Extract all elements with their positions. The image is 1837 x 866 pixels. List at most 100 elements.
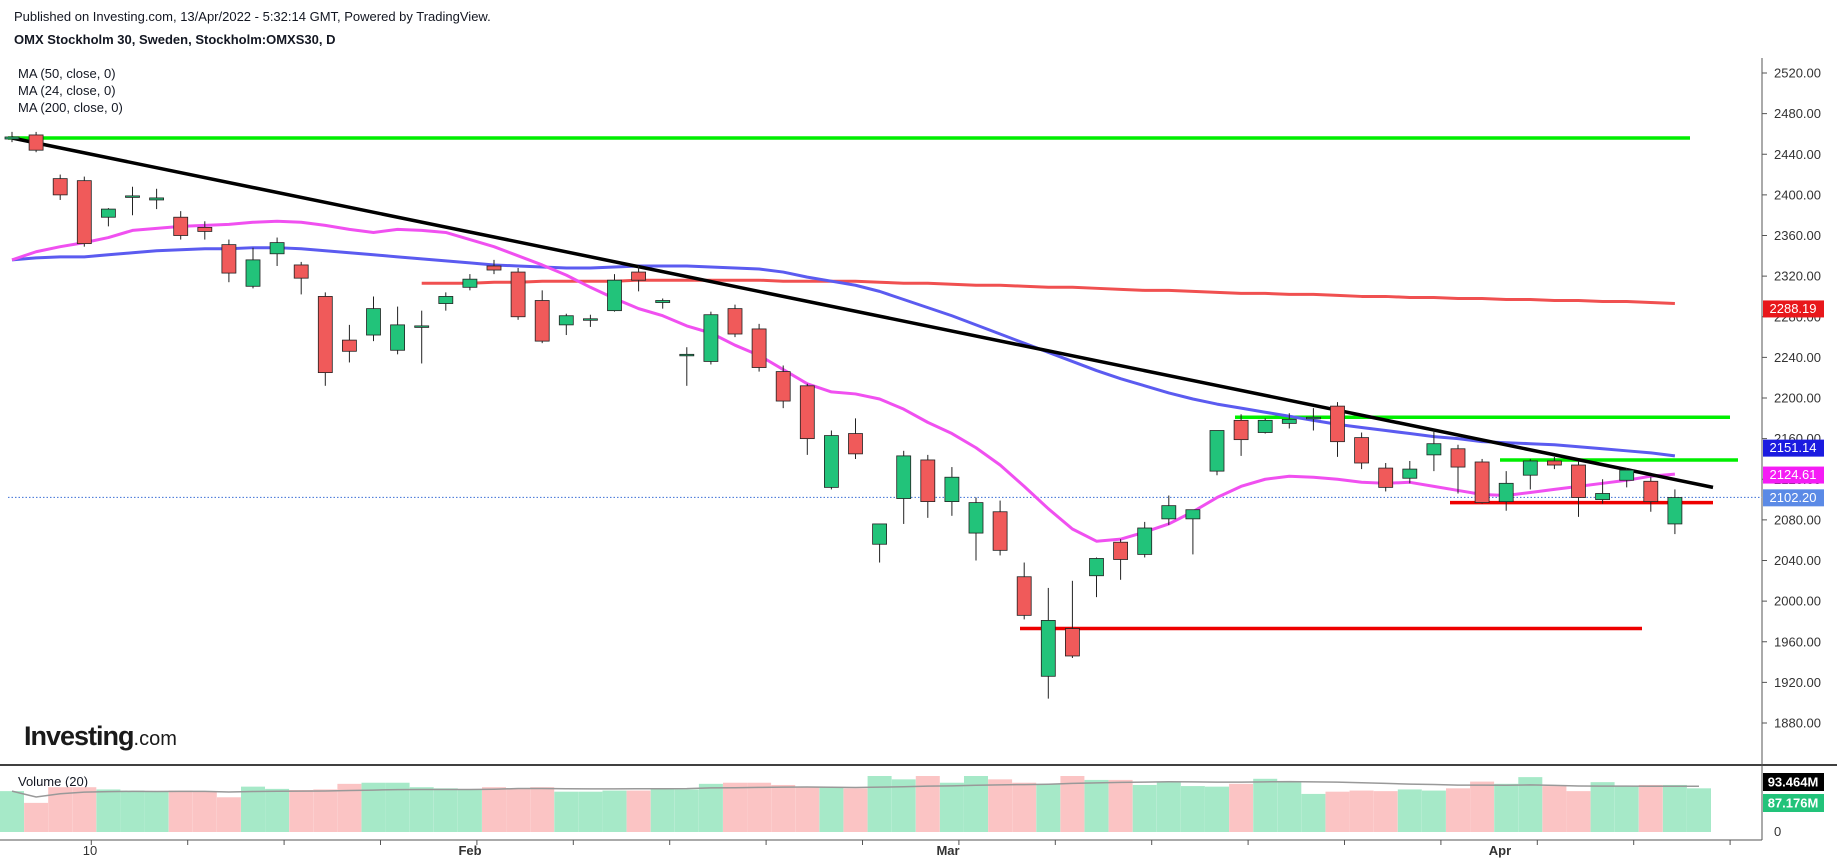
volume-bar <box>1494 783 1519 832</box>
candle-body-up <box>968 502 984 534</box>
volume-bar <box>1373 791 1398 832</box>
volume-ma-line <box>11 780 1700 798</box>
volume-bar <box>313 789 338 832</box>
x-tick-label: Feb <box>458 843 481 858</box>
volume-bar <box>795 787 820 832</box>
volume-bar <box>1662 784 1687 832</box>
candle-body-up <box>1040 620 1056 677</box>
volume-bar <box>192 791 217 832</box>
candle <box>1257 418 1273 434</box>
candle-body-down <box>1643 480 1659 502</box>
candle <box>1185 509 1201 555</box>
volume-bar <box>1132 784 1157 832</box>
y-tick-label: 2360.00 <box>1774 228 1821 243</box>
candle <box>1065 580 1080 658</box>
volume-bar <box>1446 788 1470 832</box>
volume-bar <box>48 787 73 832</box>
candle <box>76 176 92 247</box>
candle-body-down <box>848 433 863 455</box>
candle-body-down <box>221 244 237 274</box>
x-tick-label: Apr <box>1489 843 1511 858</box>
candle <box>1522 458 1538 490</box>
candle <box>317 292 333 386</box>
candle <box>1547 456 1562 470</box>
candle-body-up <box>824 435 839 488</box>
candle-body-up <box>1185 509 1201 520</box>
volume-bar <box>891 779 916 832</box>
volume-bar <box>1590 782 1615 832</box>
candle-body-up <box>896 455 912 499</box>
legend-ma50[interactable]: MA (50, close, 0) <box>18 66 116 81</box>
volume-bar <box>698 783 723 832</box>
volume-bar <box>1566 791 1591 832</box>
y-tick-label: 2520.00 <box>1774 66 1821 81</box>
price-label-bg <box>1763 466 1824 484</box>
volume-bar <box>1542 786 1567 832</box>
volume-bar <box>867 776 892 832</box>
candle-body-up <box>1426 443 1442 456</box>
volume-bar <box>168 790 193 832</box>
y-tick-label: 2040.00 <box>1774 553 1821 568</box>
candle-body-up <box>558 315 574 326</box>
candle-body-up <box>1089 558 1104 577</box>
candle <box>872 523 887 563</box>
volume-bar <box>674 789 699 832</box>
candle <box>221 239 237 283</box>
volume-bar <box>24 802 49 832</box>
candle <box>607 274 622 312</box>
legend-ma200[interactable]: MA (200, close, 0) <box>18 100 123 115</box>
price-label-bg <box>1763 439 1824 457</box>
volume-bar <box>265 788 290 832</box>
volume-bar <box>1036 783 1061 832</box>
volume-bar <box>0 791 24 832</box>
candle-body-down <box>920 459 936 502</box>
candle <box>1667 489 1683 535</box>
volume-bar <box>723 782 747 832</box>
volume-bar <box>1614 786 1639 832</box>
candle-body-down <box>197 226 213 232</box>
volume-bar <box>988 779 1013 832</box>
y-tick-label: 2400.00 <box>1774 187 1821 202</box>
candle-body-up <box>1137 527 1153 555</box>
candle <box>125 186 140 216</box>
y-tick-label: 2440.00 <box>1774 147 1821 162</box>
candle <box>1354 432 1369 470</box>
y-tick-label: 2320.00 <box>1774 269 1821 284</box>
logo-main: Investing <box>24 721 135 751</box>
candle-body-down <box>534 300 550 342</box>
candle <box>414 310 430 364</box>
volume-label-bg <box>1763 794 1824 812</box>
candle <box>655 298 671 309</box>
volume-bar <box>482 787 506 832</box>
volume-bar <box>1397 789 1422 832</box>
candle <box>173 211 189 240</box>
candle-body-down <box>1474 461 1490 504</box>
candle <box>631 265 646 292</box>
volume-bar <box>1301 793 1326 832</box>
candle-body-down <box>293 264 309 279</box>
volume-bar <box>289 790 314 832</box>
candle <box>4 131 20 143</box>
candle-body-down <box>1113 541 1128 560</box>
volume-legend[interactable]: Volume (20) <box>18 774 89 789</box>
candle <box>52 174 68 200</box>
candle <box>28 131 44 153</box>
volume-label: 87.176M <box>1768 796 1819 811</box>
legend-ma24[interactable]: MA (24, close, 0) <box>18 83 116 98</box>
volume-bar <box>650 788 675 832</box>
candle-body-down <box>1354 437 1369 464</box>
y-tick-label: 2200.00 <box>1774 391 1821 406</box>
trend-line <box>11 136 1714 490</box>
volume-bar <box>96 789 121 832</box>
candle <box>775 365 791 409</box>
candle <box>1426 430 1442 472</box>
candle <box>824 430 839 490</box>
price-label-bg <box>1763 489 1824 507</box>
candle-body-up <box>872 523 887 545</box>
candle <box>1571 460 1586 517</box>
candle-body-up <box>1209 430 1225 472</box>
candle-body-up <box>101 208 116 218</box>
candle <box>510 268 526 320</box>
candle-body-up <box>1306 416 1321 420</box>
